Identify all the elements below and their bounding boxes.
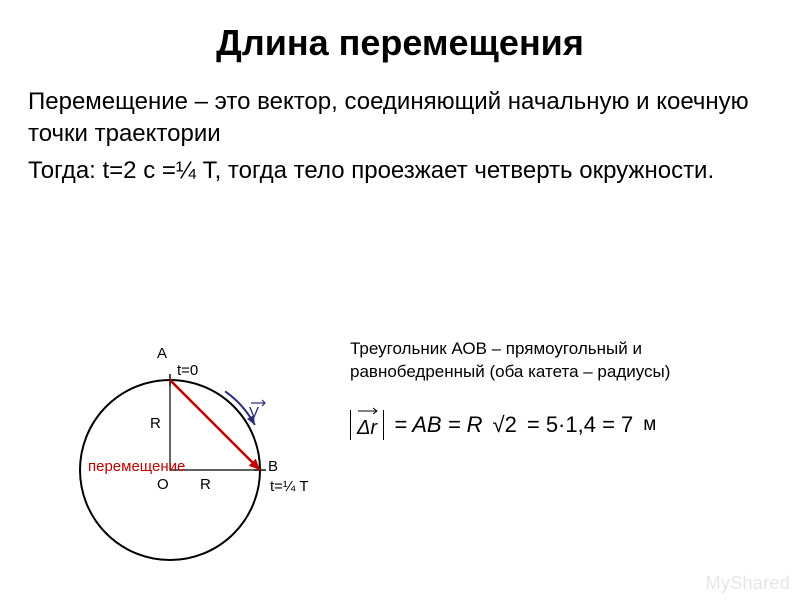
page-title: Длина перемещения: [0, 0, 800, 82]
formula-unit: м: [643, 414, 656, 436]
label-displacement: перемещение: [88, 458, 185, 475]
label-t-quarter: t=¼ T: [270, 478, 309, 495]
formula: Δr = AB = R √2 = 5·1,4 = 7 м: [350, 410, 780, 440]
abs-delta-r: Δr: [350, 410, 384, 440]
label-b: В: [268, 458, 278, 475]
label-r-horizontal: R: [200, 476, 211, 493]
delta-symbol: Δ: [357, 417, 370, 439]
label-velocity: V: [249, 404, 259, 421]
formula-sqrt2: √2: [493, 412, 517, 438]
triangle-explanation: Треугольник АОВ – прямоугольный и равноб…: [350, 338, 780, 384]
diagram-svg: [40, 320, 320, 580]
formula-eq1: = AB = R: [394, 412, 482, 438]
definition-paragraph: Перемещение – это вектор, соединяющий на…: [0, 82, 800, 151]
label-o: О: [157, 476, 169, 493]
label-t0: t=0: [177, 362, 198, 379]
paragraph-then: Тогда: t=2 с =¼ Т, тогда тело проезжает …: [0, 151, 800, 187]
label-r-vertical: R: [150, 415, 161, 432]
formula-eq2: = 5·1,4 = 7: [527, 412, 633, 438]
r-symbol: r: [370, 417, 377, 439]
circle-diagram: А t=0 R перемещение В О R t=¼ T V: [40, 320, 320, 580]
vector-arrow-icon: [357, 406, 381, 414]
watermark: MyShared: [706, 573, 790, 594]
explanation-panel: Треугольник АОВ – прямоугольный и равноб…: [350, 338, 780, 440]
label-a: А: [157, 345, 167, 362]
